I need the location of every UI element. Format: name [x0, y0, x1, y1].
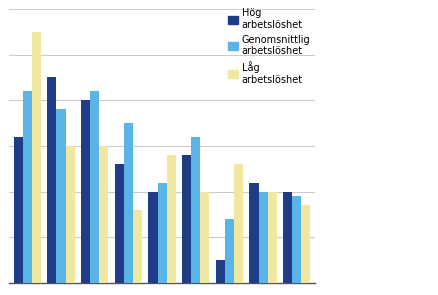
- Bar: [32, 32, 41, 283]
- Bar: [14, 137, 23, 283]
- Bar: [124, 123, 133, 283]
- Bar: [225, 219, 234, 283]
- Bar: [166, 155, 176, 283]
- Bar: [47, 78, 57, 283]
- Bar: [57, 109, 66, 283]
- Bar: [66, 146, 74, 283]
- Bar: [133, 210, 142, 283]
- Bar: [292, 196, 301, 283]
- Bar: [23, 91, 32, 283]
- Bar: [250, 183, 258, 283]
- Bar: [148, 192, 158, 283]
- Bar: [81, 100, 90, 283]
- Bar: [99, 146, 108, 283]
- Bar: [301, 205, 311, 283]
- Bar: [115, 164, 124, 283]
- Bar: [258, 192, 268, 283]
- Bar: [90, 91, 99, 283]
- Bar: [283, 192, 292, 283]
- Bar: [216, 260, 225, 283]
- Bar: [191, 137, 200, 283]
- Bar: [234, 164, 243, 283]
- Legend: Hög
arbetslöshet, Genomsnittlig
arbetslöshet, Låg
arbetslöshet: Hög arbetslöshet, Genomsnittlig arbetslö…: [224, 4, 314, 88]
- Bar: [200, 192, 209, 283]
- Bar: [158, 183, 166, 283]
- Bar: [268, 192, 277, 283]
- Bar: [182, 155, 191, 283]
